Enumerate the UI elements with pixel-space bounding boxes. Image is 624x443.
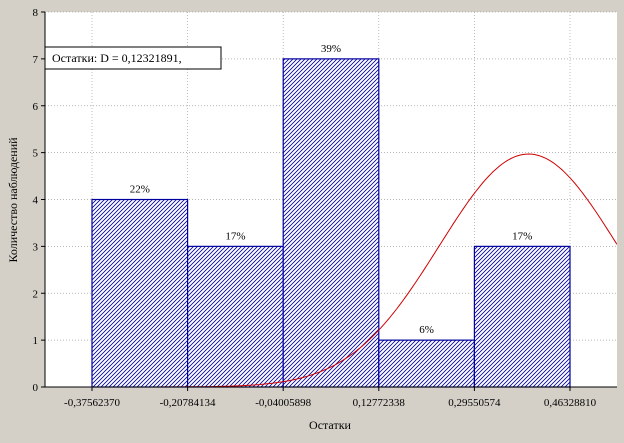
bar-percent-label: 17% — [225, 230, 245, 242]
bar-percent-label: 17% — [512, 230, 532, 242]
bar-percent-label: 22% — [130, 184, 150, 196]
y-tick-label: 2 — [33, 288, 39, 300]
x-tick-label: 0,12772338 — [353, 397, 406, 409]
bar-percent-label: 39% — [321, 43, 341, 55]
bar-percent-label: 6% — [419, 324, 434, 336]
y-tick-label: 1 — [33, 335, 39, 347]
y-tick-label: 7 — [33, 54, 39, 66]
y-axis-title: Количество наблюдений — [6, 137, 20, 263]
histogram-bar — [282, 58, 380, 388]
x-tick-label: -0,04005898 — [255, 397, 311, 409]
histogram-bar — [473, 245, 571, 388]
y-tick-label: 4 — [33, 195, 39, 207]
legend-text: Остатки: D = 0,12321891, — [52, 51, 182, 65]
y-tick-label: 0 — [33, 382, 39, 394]
histogram-bar — [91, 198, 189, 388]
x-axis-title: Остатки — [309, 418, 351, 432]
x-tick-label: 0,46328810 — [544, 397, 597, 409]
legend: Остатки: D = 0,12321891, — [44, 46, 222, 70]
x-tick-label: -0,20784134 — [160, 397, 216, 409]
x-tick-label: 0,29550574 — [448, 397, 501, 409]
y-tick-label: 6 — [33, 101, 39, 113]
normal-curve — [45, 153, 617, 387]
y-tick-label: 5 — [33, 148, 39, 160]
legend-box — [44, 46, 222, 70]
histogram-bar — [378, 339, 475, 388]
y-tick-label: 8 — [33, 7, 39, 19]
x-tick-label: -0,37562370 — [64, 397, 120, 409]
histogram-bar — [187, 245, 284, 388]
y-tick-label: 3 — [33, 241, 39, 253]
